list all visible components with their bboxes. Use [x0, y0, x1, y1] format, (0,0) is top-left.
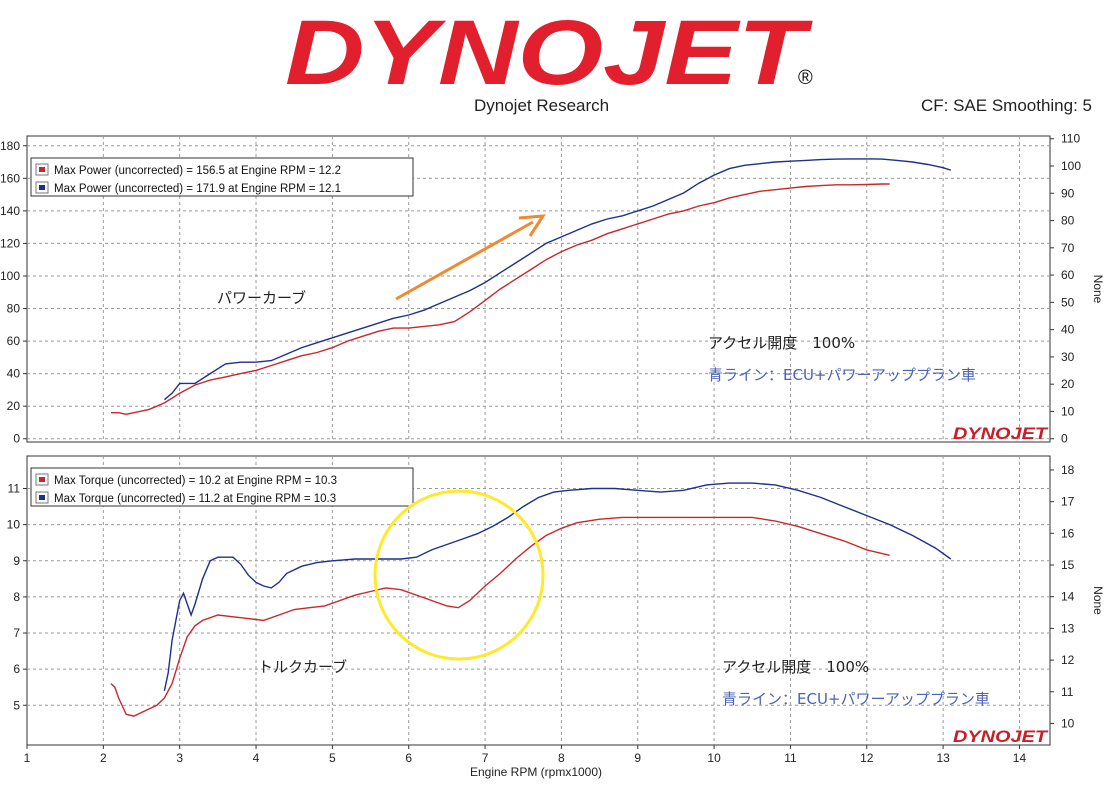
- y-right-tick-label: 10: [1061, 716, 1075, 730]
- x-tick-label: 12: [860, 751, 874, 765]
- plot-area: [26, 135, 1051, 443]
- y-tick-label: 40: [7, 367, 21, 381]
- y-right-tick-label: 50: [1061, 295, 1075, 309]
- legend-swatch-red: [39, 167, 45, 172]
- x-axis-label: Engine RPM (rpmx1000): [470, 765, 602, 779]
- chart-power: 0 20 40 60 80 100 120 140 160 180 0 10 20 30 40 50 60 70 8…: [0, 132, 1104, 446]
- y-right-tick-label: 0: [1061, 432, 1068, 446]
- legend-swatch-blue: [39, 495, 45, 500]
- legend: Max Power (uncorrected) = 156.5 at Engin…: [30, 157, 414, 197]
- legend-entry: Max Torque (uncorrected) = 10.2 at Engin…: [54, 475, 337, 487]
- y-tick-label: 0: [13, 432, 20, 446]
- x-tick-label: 14: [1013, 751, 1027, 765]
- curve-label: パワーカーブ: [217, 289, 306, 307]
- throttle-annotation: アクセル開度 100%: [722, 658, 869, 676]
- orange-arrow-icon: [395, 214, 546, 301]
- dynojet-watermark: DYNOJET: [953, 424, 1049, 443]
- legend: Max Torque (uncorrected) = 10.2 at Engin…: [30, 467, 414, 507]
- y-right-tick-label: 13: [1061, 621, 1075, 635]
- x-tick-label: 2: [100, 751, 107, 765]
- blue-line-annotation: 青ライン：ECU+パワーアッププラン車: [708, 366, 976, 384]
- y-right-axis-label: None: [1091, 586, 1104, 615]
- y-tick-label: 180: [0, 139, 20, 153]
- arrow-head: [518, 214, 546, 237]
- y-tick-label: 8: [13, 590, 20, 604]
- throttle-annotation: アクセル開度 100%: [708, 334, 855, 352]
- y-right-tick-label: 17: [1061, 495, 1075, 509]
- y-right-tick-label: 15: [1061, 558, 1075, 572]
- y-tick-label: 140: [0, 204, 20, 218]
- y-tick-label: 120: [0, 236, 20, 250]
- series-line-blue: [163, 158, 952, 401]
- y-tick-label: 11: [8, 482, 21, 496]
- y-right-tick-label: 80: [1061, 214, 1075, 228]
- x-tick-label: 4: [253, 751, 260, 765]
- y-right-tick-label: 110: [1061, 132, 1080, 146]
- curve-label: トルクカーブ: [258, 658, 347, 676]
- x-tick-label: 13: [936, 751, 950, 765]
- x-tick-label: 11: [784, 751, 797, 765]
- y-tick-label: 100: [0, 269, 20, 283]
- y-right-tick-label: 30: [1061, 350, 1075, 364]
- y-right-tick-label: 20: [1061, 377, 1075, 391]
- x-tick-label: 8: [558, 751, 565, 765]
- y-right-tick-label: 40: [1061, 323, 1075, 337]
- blue-line-annotation: 青ライン：ECU+パワーアッププラン車: [722, 690, 990, 708]
- y-right-tick-label: 12: [1061, 653, 1075, 667]
- y-tick-label: 6: [13, 662, 20, 676]
- dynojet-watermark: DYNOJET: [953, 727, 1049, 746]
- legend-swatch-red: [39, 477, 45, 482]
- x-tick-label: 6: [405, 751, 412, 765]
- dynojet-logo: DYNOJET ®: [285, 6, 813, 92]
- series-line-red: [110, 516, 890, 717]
- legend-box: [30, 467, 414, 507]
- x-tick-label: 10: [707, 751, 721, 765]
- y-right-tick-label: 11: [1061, 685, 1074, 699]
- x-tick-label: 9: [634, 751, 641, 765]
- y-right-tick-label: 14: [1061, 590, 1075, 604]
- y-right-tick-label: 90: [1061, 186, 1075, 200]
- legend-box: [30, 157, 414, 197]
- x-tick-label: 1: [24, 751, 31, 765]
- arrow-shaft: [395, 220, 534, 301]
- x-tick-label: 7: [482, 751, 489, 765]
- y-tick-label: 5: [13, 698, 20, 712]
- x-tick-label: 5: [329, 751, 336, 765]
- y-right-tick-label: 70: [1061, 241, 1075, 255]
- series-line-red: [111, 183, 890, 416]
- legend-swatch-blue: [39, 185, 45, 190]
- legend-entry: Max Torque (uncorrected) = 11.2 at Engin…: [54, 493, 336, 505]
- legend-entry: Max Power (uncorrected) = 156.5 at Engin…: [54, 165, 341, 177]
- dynojet-logo-text: DYNOJET: [285, 6, 813, 92]
- y-right-tick-label: 60: [1061, 268, 1075, 282]
- report-title: Dynojet Research: [474, 96, 610, 115]
- x-tick-label: 3: [176, 751, 183, 765]
- legend-entry: Max Power (uncorrected) = 171.9 at Engin…: [54, 183, 341, 195]
- series-line-blue: [163, 482, 952, 691]
- y-right-tick-label: 10: [1061, 404, 1075, 418]
- y-right-axis-label: None: [1091, 275, 1104, 304]
- y-right-tick-label: 100: [1061, 159, 1081, 173]
- y-tick-label: 20: [7, 399, 21, 413]
- correction-info: CF: SAE Smoothing: 5: [920, 96, 1092, 115]
- registered-mark-icon: ®: [798, 67, 813, 89]
- y-tick-label: 9: [13, 554, 20, 568]
- y-tick-label: 7: [13, 626, 20, 640]
- y-right-tick-label: 16: [1061, 526, 1075, 540]
- y-tick-label: 160: [0, 171, 20, 185]
- highlight-circle: [373, 489, 545, 661]
- y-right-tick-label: 18: [1061, 463, 1075, 477]
- y-tick-label: 10: [7, 518, 21, 532]
- y-tick-label: 60: [7, 334, 21, 348]
- y-tick-label: 80: [7, 302, 21, 316]
